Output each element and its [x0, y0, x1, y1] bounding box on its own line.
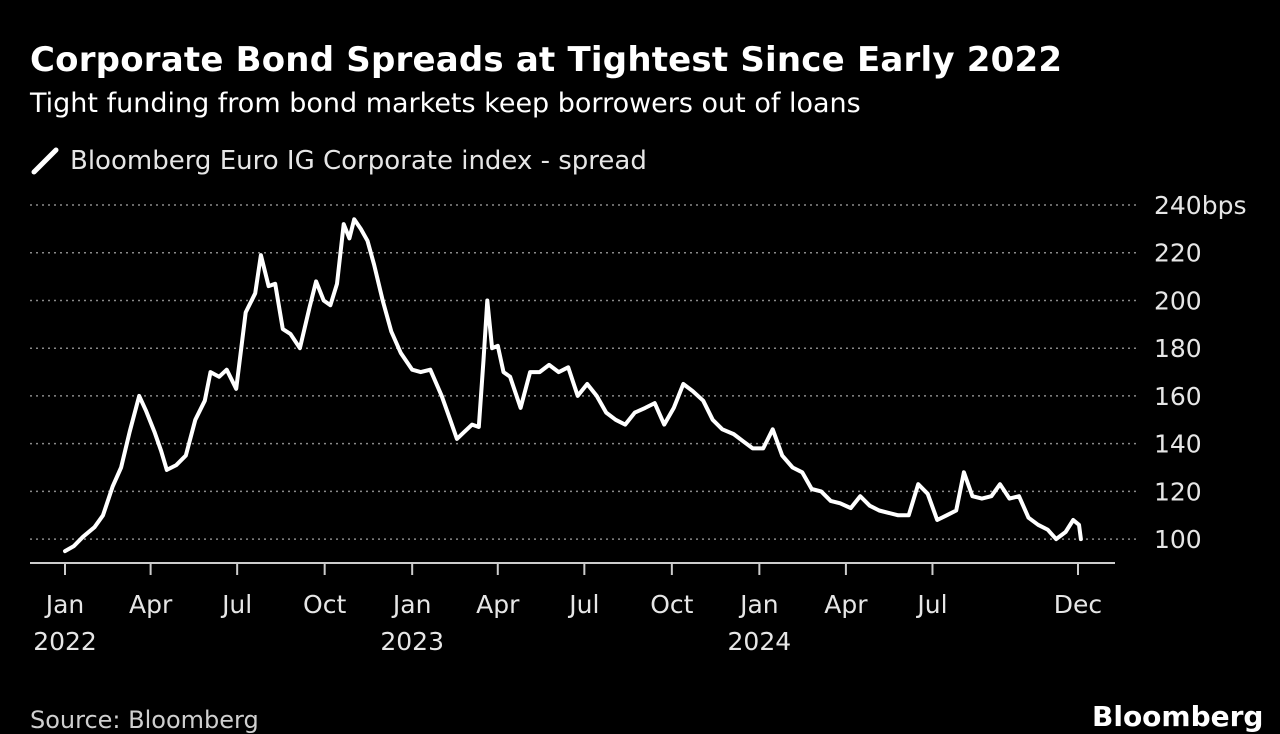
- x-tick-label: Jul: [915, 590, 947, 619]
- source-note: Source: Bloomberg: [30, 706, 259, 734]
- x-tick-label: Oct: [650, 590, 693, 619]
- y-tick-label: 100: [1154, 525, 1202, 554]
- x-tick-label: Apr: [824, 590, 868, 619]
- x-tick-year-label: 2023: [380, 627, 444, 656]
- y-tick-label: 200: [1154, 286, 1202, 315]
- x-axis-ticks: Jan 2022 Apr Jul Oct Jan 2023 Apr Jul Oct Jan 2024 A…: [33, 563, 1102, 656]
- x-tick-label: Jul: [567, 590, 599, 619]
- chart-title: Corporate Bond Spreads at Tightest Since…: [30, 40, 1063, 80]
- y-axis-ticks: 240bps 220 200 180 160 140 120 100: [1154, 191, 1246, 554]
- x-tick-label: Jul: [220, 590, 252, 619]
- y-tick-label: 160: [1154, 382, 1202, 411]
- x-tick-label: Jan: [391, 590, 432, 619]
- y-tick-label: 120: [1154, 477, 1202, 506]
- x-tick-label: Apr: [129, 590, 173, 619]
- y-tick-label: 240bps: [1154, 191, 1246, 220]
- x-tick-label: Oct: [303, 590, 346, 619]
- x-tick-label: Jan: [738, 590, 779, 619]
- legend: Bloomberg Euro IG Corporate index - spre…: [30, 146, 647, 176]
- series-layer: [63, 217, 1083, 554]
- legend-series-label: Bloomberg Euro IG Corporate index - spre…: [70, 146, 647, 176]
- x-tick-label: Apr: [476, 590, 520, 619]
- y-tick-label: 180: [1154, 334, 1202, 363]
- x-tick-label: Dec: [1054, 590, 1102, 619]
- series-line: [63, 217, 1083, 554]
- legend-swatch-line-icon: [31, 147, 59, 175]
- brand-logo-text: Bloomberg: [1092, 700, 1264, 733]
- chart-subtitle: Tight funding from bond markets keep bor…: [30, 88, 861, 119]
- y-tick-label: 140: [1154, 430, 1202, 459]
- x-tick-year-label: 2022: [33, 627, 97, 656]
- x-tick-label: Jan: [44, 590, 85, 619]
- gridlines: [30, 204, 1140, 540]
- y-tick-label: 220: [1154, 239, 1202, 268]
- x-tick-year-label: 2024: [728, 627, 792, 656]
